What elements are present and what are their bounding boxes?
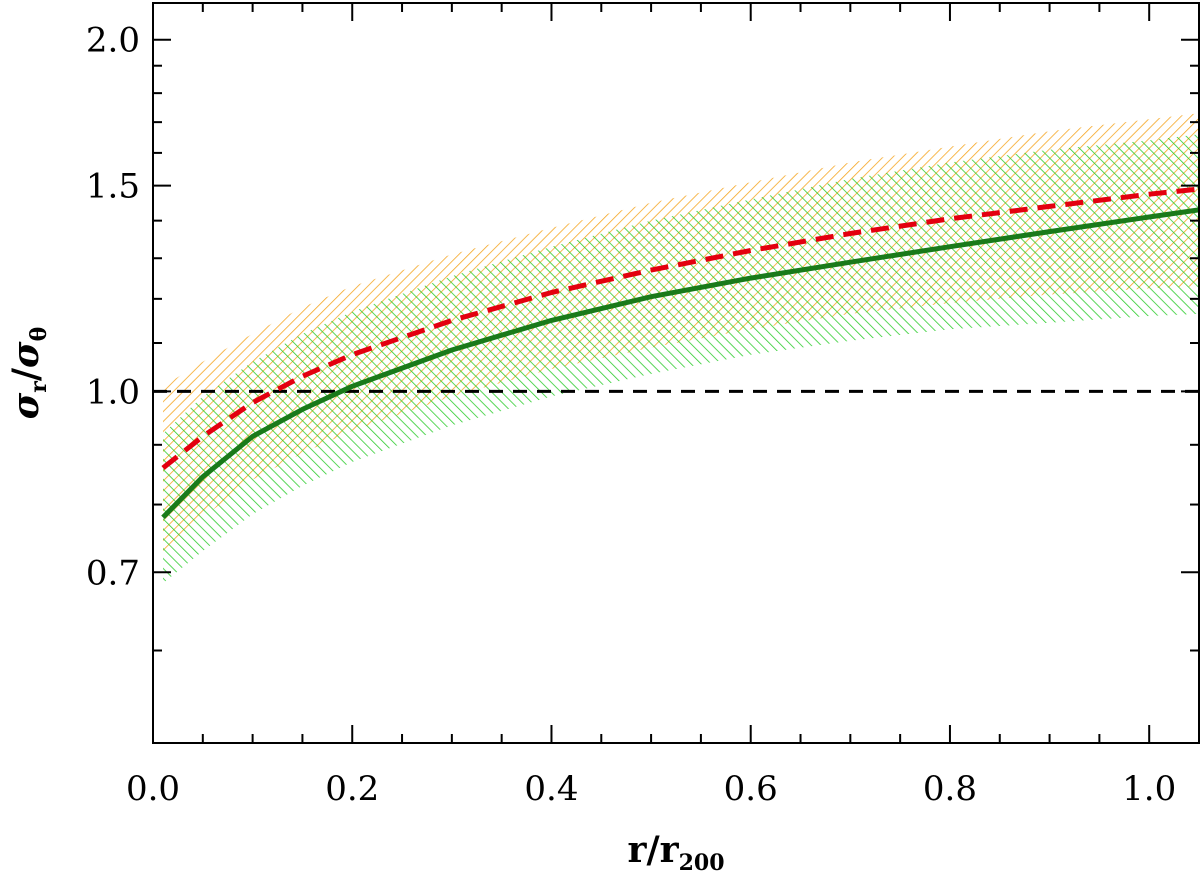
- x-tick-label: 0.6: [724, 769, 778, 809]
- x-axis-label: r/r200: [627, 829, 724, 871]
- series-lines: [161, 186, 1199, 520]
- axis-ticks: [152, 3, 1200, 743]
- x-tick-labels: 0.0 0.2 0.4 0.6 0.8 1.0: [126, 769, 1176, 809]
- y-tick-labels: 0.7 1.0 1.5 2.0: [86, 21, 140, 594]
- x-tick-label: 0.0: [126, 769, 180, 809]
- y-tick-label: 1.0: [86, 372, 140, 412]
- series-line-0: [161, 186, 1199, 470]
- x-tick-label: 0.2: [325, 769, 379, 809]
- confidence-bands: [163, 113, 1199, 584]
- x-tick-label: 0.4: [524, 769, 578, 809]
- y-tick-label: 0.7: [86, 553, 140, 593]
- y-axis-label: σr/σθ: [5, 327, 52, 420]
- x-tick-label: 1.0: [1122, 769, 1176, 809]
- x-tick-label: 0.8: [923, 769, 977, 809]
- series-line-1: [161, 207, 1199, 520]
- y-tick-label: 1.5: [86, 167, 140, 207]
- plot-frame: [152, 2, 1200, 744]
- y-tick-label: 2.0: [86, 21, 140, 61]
